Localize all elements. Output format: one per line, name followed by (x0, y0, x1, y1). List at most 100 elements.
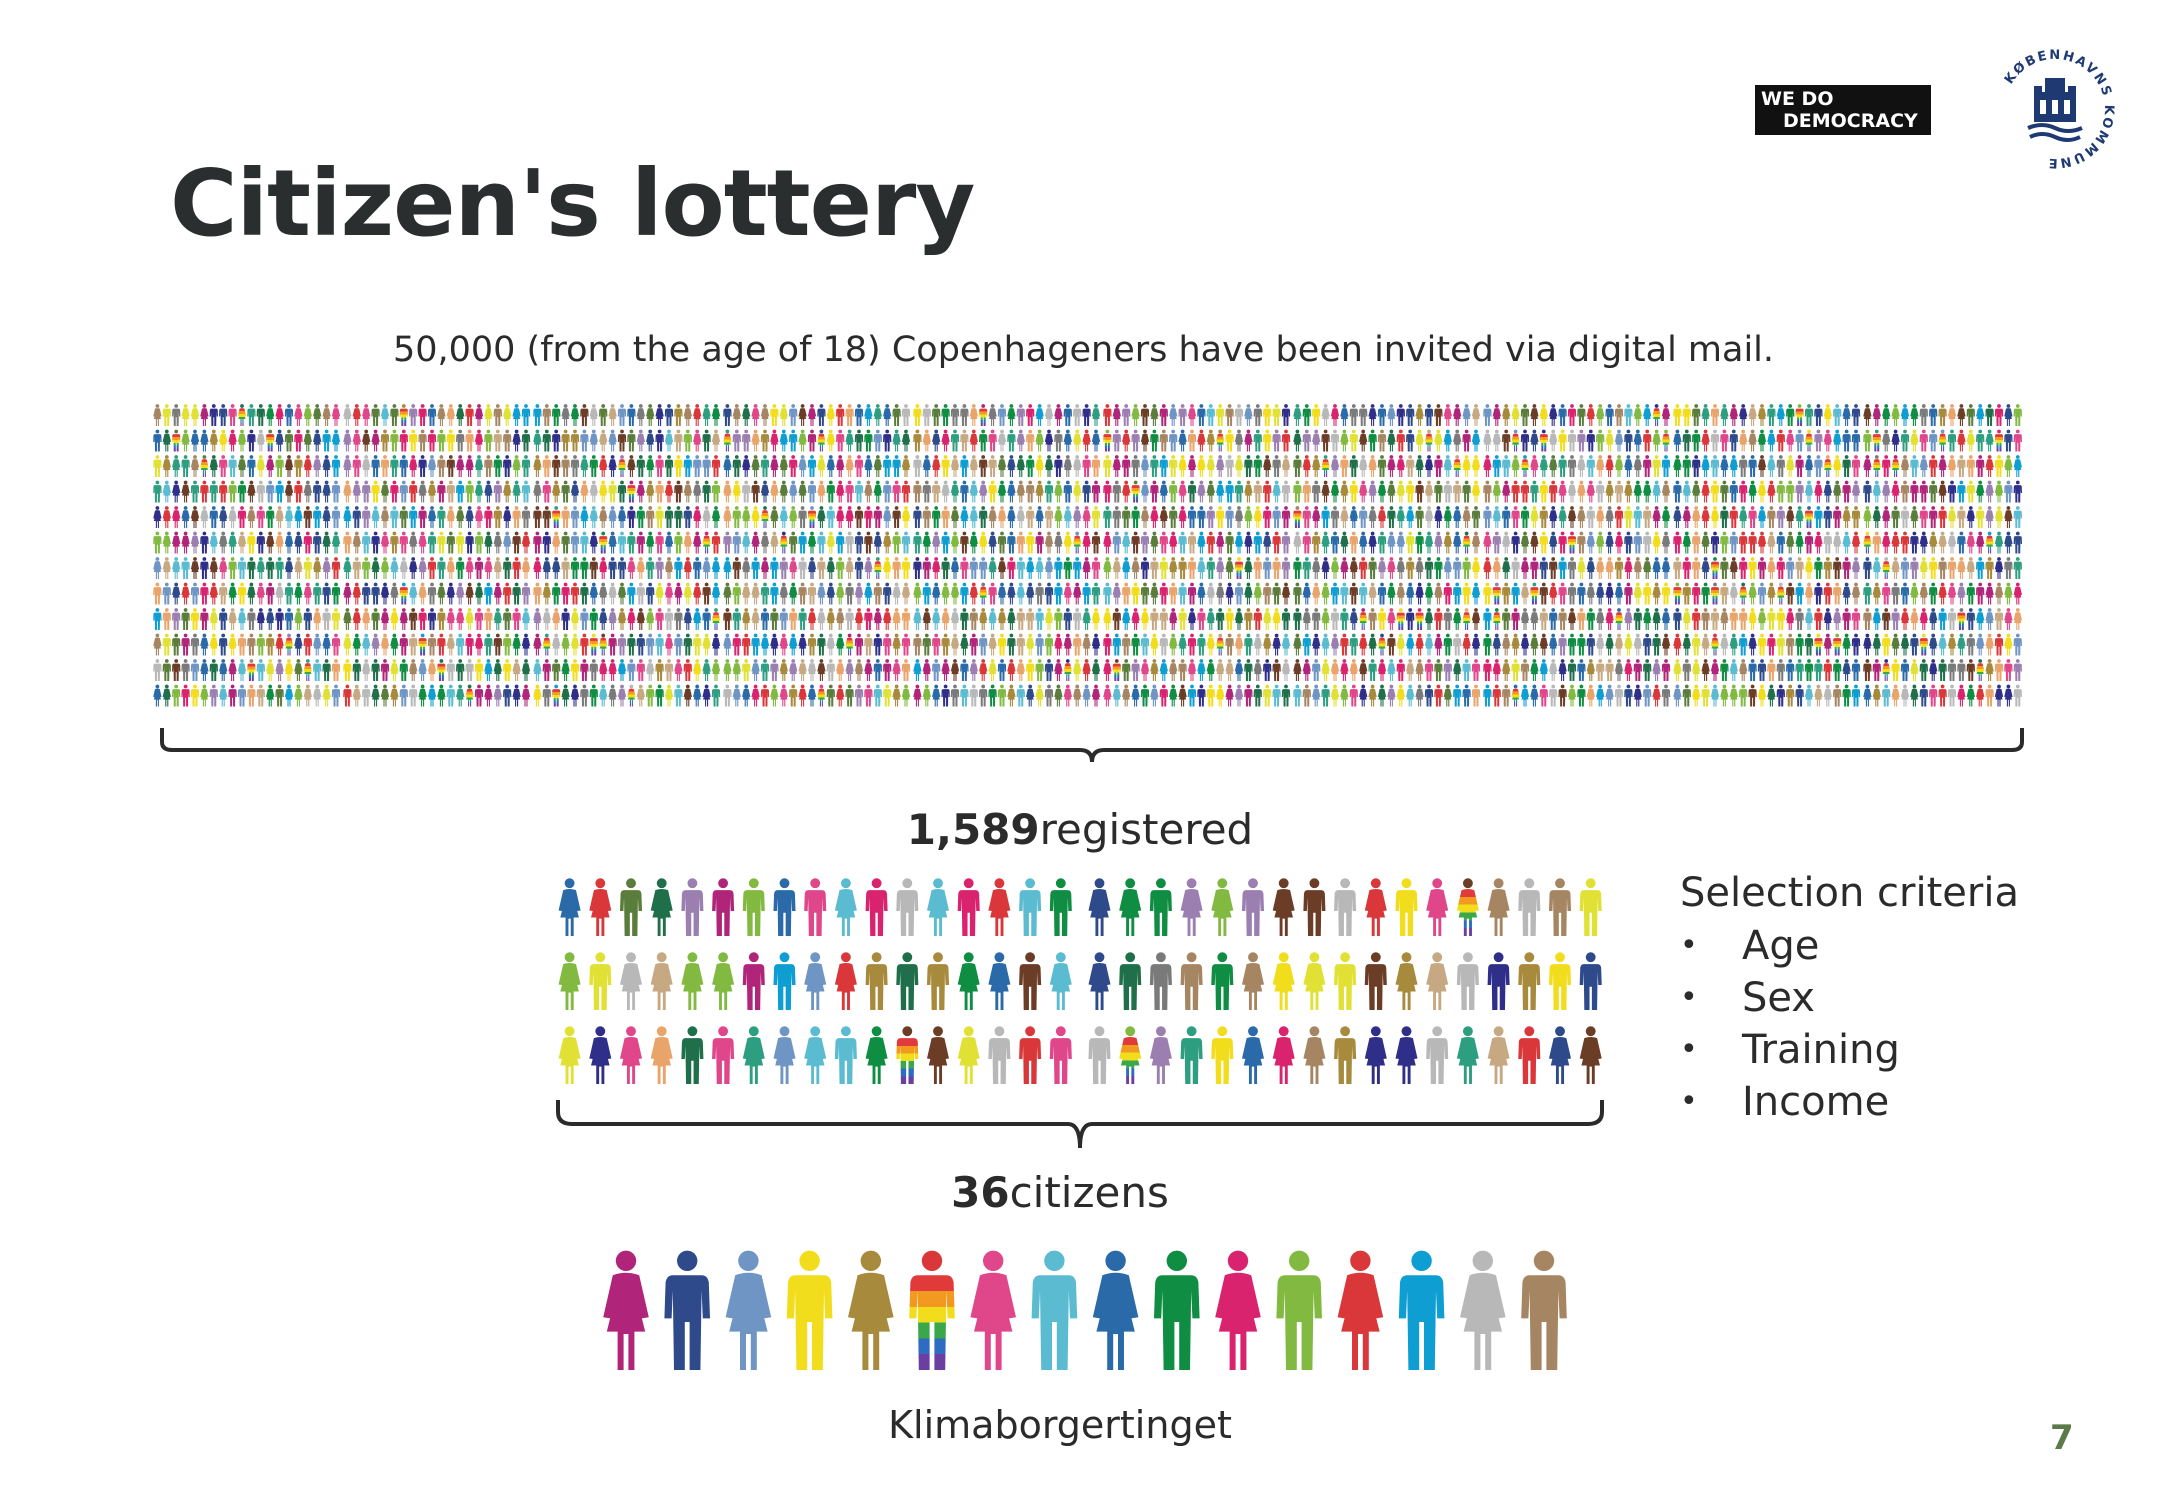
person-figure (1456, 1026, 1479, 1084)
person-figure (1234, 659, 1244, 681)
person-figure (247, 531, 256, 554)
person-figure (1710, 633, 1720, 656)
person-figure (331, 455, 341, 477)
person-figure (1131, 557, 1140, 579)
person-figure (789, 557, 798, 579)
person-figure (1054, 429, 1063, 452)
person-figure (1729, 404, 1738, 426)
person-figure (1044, 684, 1054, 707)
person-figure (533, 633, 542, 656)
person-figure (1804, 582, 1814, 605)
person-figure (418, 404, 427, 426)
person-figure (636, 404, 645, 426)
person-figure (664, 531, 674, 554)
criteria-item: Age (1680, 920, 2019, 972)
person-figure (1234, 404, 1244, 426)
person-figure (1900, 557, 1910, 579)
person-figure (1511, 531, 1520, 554)
person-figure (256, 455, 265, 477)
person-figure (1511, 633, 1520, 656)
person-figure (1303, 878, 1326, 936)
person-figure (512, 582, 521, 605)
person-figure (1938, 684, 1947, 707)
person-figure (1396, 531, 1405, 554)
person-figure (864, 455, 873, 477)
person-figure (873, 633, 882, 656)
person-figure (1823, 608, 1832, 630)
person-figure (1586, 557, 1595, 579)
person-figure (1748, 429, 1757, 452)
person-figure (1692, 557, 1701, 579)
person-figure (627, 633, 636, 656)
person-figure (674, 506, 683, 528)
person-figure (702, 582, 711, 605)
person-figure (1159, 506, 1168, 528)
person-figure (711, 480, 721, 503)
person-figure (331, 404, 341, 426)
person-figure (1293, 429, 1302, 452)
person-figure (636, 429, 645, 452)
person-figure (969, 455, 978, 477)
person-figure (1073, 531, 1082, 554)
person-figure (465, 429, 474, 452)
person-figure (702, 429, 711, 452)
person-figure (284, 455, 294, 477)
person-figure (1131, 506, 1140, 528)
person-figure (892, 557, 901, 579)
person-figure (941, 684, 950, 707)
person-figure (1091, 455, 1101, 477)
person-figure (1112, 633, 1121, 656)
person-figure (1701, 480, 1710, 503)
person-figure (275, 633, 284, 656)
person-figure (1605, 684, 1614, 707)
person-figure (854, 582, 864, 605)
person-figure (760, 404, 770, 426)
person-figure (1216, 429, 1225, 452)
person-figure (1682, 633, 1691, 656)
person-figure (693, 633, 702, 656)
person-figure (580, 480, 589, 503)
person-figure (926, 878, 950, 936)
person-figure (1216, 684, 1225, 707)
person-figure (599, 480, 608, 503)
person-figure (322, 608, 331, 630)
person-figure (1112, 684, 1121, 707)
person-figure (1567, 684, 1577, 707)
person-figure (1518, 878, 1541, 936)
person-figure (343, 633, 352, 656)
person-figure (742, 952, 765, 1010)
person-figure (1321, 480, 1330, 503)
person-figure (693, 531, 702, 554)
person-figure (1767, 633, 1776, 656)
person-figure (1026, 684, 1035, 707)
person-figure (1368, 531, 1377, 554)
person-figure (275, 404, 284, 426)
person-figure (409, 455, 418, 477)
person-figure (1929, 506, 1938, 528)
person-figure (1511, 506, 1520, 528)
person-figure (732, 582, 741, 605)
person-figure (1395, 878, 1418, 936)
person-figure (1302, 582, 1311, 605)
person-figure (228, 582, 237, 605)
person-figure (1122, 633, 1131, 656)
person-figure (1577, 659, 1586, 681)
person-figure (826, 608, 835, 630)
person-figure (1596, 659, 1605, 681)
person-figure (390, 582, 399, 605)
person-figure (1063, 608, 1072, 630)
person-figure (1063, 659, 1072, 681)
person-figure (1701, 684, 1710, 707)
person-figure (237, 455, 247, 477)
person-figure (1377, 684, 1387, 707)
person-figure (580, 608, 589, 630)
person-figure (1748, 582, 1757, 605)
person-figure (1321, 659, 1330, 681)
person-figure (1049, 952, 1072, 1010)
person-figure (1019, 952, 1042, 1010)
person-figure (1483, 455, 1492, 477)
person-figure (807, 557, 817, 579)
person-figure (589, 684, 598, 707)
person-figure (1131, 404, 1140, 426)
person-figure (683, 455, 692, 477)
